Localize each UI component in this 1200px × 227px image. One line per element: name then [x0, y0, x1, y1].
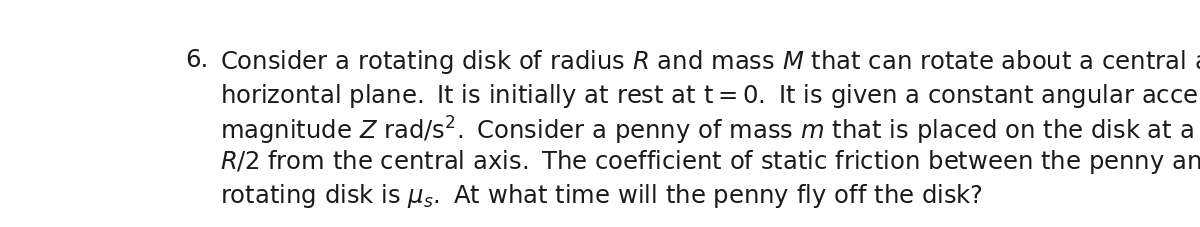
- Text: $\mathrm{horizontal\ plane.\ It\ is\ initially\ at\ rest\ at\ t=0.\ It\ is\ give: $\mathrm{horizontal\ plane.\ It\ is\ ini…: [220, 81, 1200, 109]
- Text: $\mathrm{rotating\ disk\ is\ }$$\mu_s$$\mathrm{.\ At\ what\ time\ will\ the\ pen: $\mathrm{rotating\ disk\ is\ }$$\mu_s$$\…: [220, 181, 983, 209]
- Text: $\mathrm{magnitude\ }$$Z$$\mathrm{\ rad/s^2.\ Consider\ a\ penny\ of\ mass\ }$$m: $\mathrm{magnitude\ }$$Z$$\mathrm{\ rad/…: [220, 115, 1200, 147]
- Text: $\mathit{R}$$\mathrm{/2\ from\ the\ central\ axis.\ The\ coefficient\ of\ static: $\mathit{R}$$\mathrm{/2\ from\ the\ cent…: [220, 148, 1200, 176]
- Text: $\mathrm{Consider\ a\ rotating\ disk\ of\ radius\ }$$R$$\mathrm{\ and\ mass\ }$$: $\mathrm{Consider\ a\ rotating\ disk\ of…: [220, 48, 1200, 76]
- Text: 6.: 6.: [185, 48, 209, 72]
